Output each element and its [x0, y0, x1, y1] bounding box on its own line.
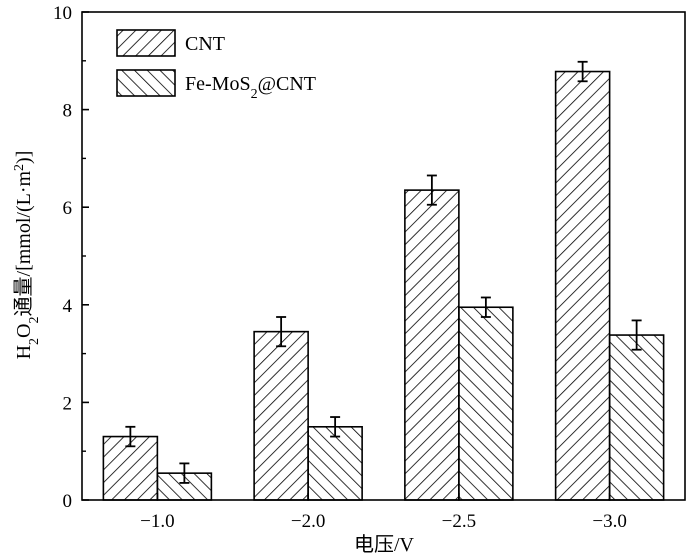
error-bar-fe-mos2-cnt-1 [330, 416, 341, 438]
y-tick-label-2: 4 [63, 296, 73, 317]
error-bar-cnt-2 [426, 174, 437, 206]
legend-label-0: CNT [185, 33, 225, 55]
bar-fe-mos2-cnt-2 [458, 306, 514, 501]
bar-cnt-1 [253, 330, 309, 501]
x-tick-label-3: −3.0 [592, 511, 626, 532]
ticks: 0 2 4 6 8 10 −1.0 −2.0 −2.5 −3.0 [53, 3, 627, 532]
error-bar-fe-mos2-cnt-2 [480, 296, 491, 318]
bar-fe-mos2-cnt-3 [608, 334, 665, 501]
y-axis-title: H2O2通量/[mmol/(L·m2)] [12, 151, 42, 360]
error-bars [125, 60, 642, 484]
y-tick-label-5: 10 [53, 3, 72, 24]
bar-fe-mos2-cnt-1 [307, 425, 363, 501]
legend-swatch-0 [116, 29, 176, 57]
x-tick-label-0: −1.0 [140, 511, 174, 532]
y-tick-label-0: 0 [63, 491, 73, 512]
error-bar-cnt-0 [125, 425, 136, 448]
bar-cnt-3 [554, 70, 611, 501]
y-tick-label-4: 8 [63, 101, 73, 122]
y-tick-label-3: 6 [63, 198, 73, 219]
x-tick-label-2: −2.5 [442, 511, 476, 532]
legend: CNT Fe-MoS2@CNT [116, 29, 316, 102]
y-tick-label-1: 2 [63, 393, 73, 414]
error-bar-cnt-3 [577, 60, 588, 83]
x-axis-title: 电压/V [354, 533, 415, 556]
error-bar-fe-mos2-cnt-3 [631, 319, 642, 351]
legend-label-1: Fe-MoS2@CNT [185, 73, 316, 102]
bars [102, 70, 665, 501]
bar-cnt-2 [404, 189, 460, 501]
legend-swatch-1 [116, 69, 176, 97]
error-bar-cnt-1 [276, 316, 287, 348]
error-bar-fe-mos2-cnt-0 [179, 462, 190, 484]
x-tick-label-1: −2.0 [291, 511, 325, 532]
